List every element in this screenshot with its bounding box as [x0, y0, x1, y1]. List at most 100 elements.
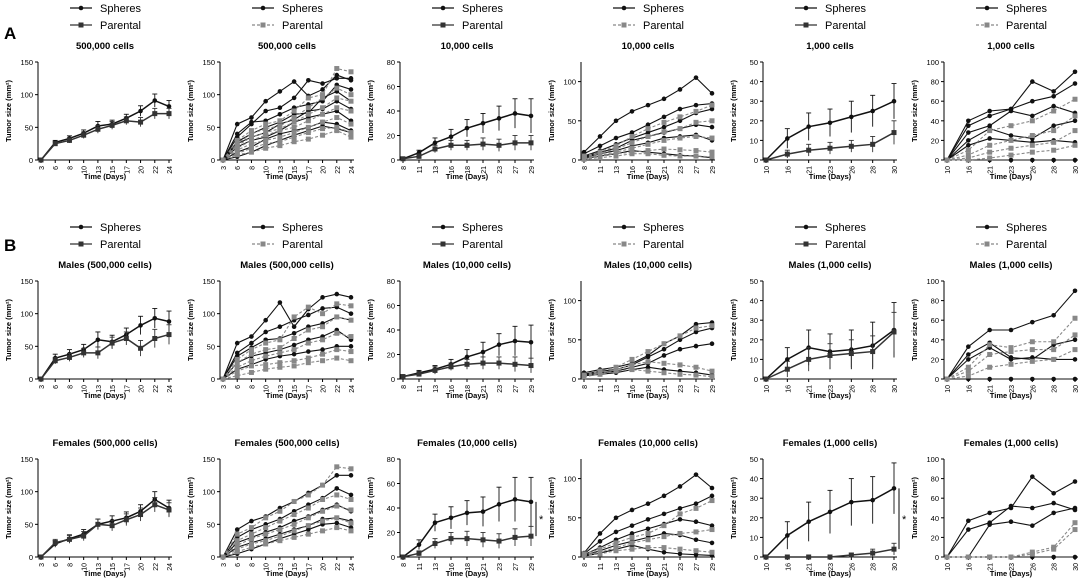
x-axis-label: Time (Days): [627, 569, 670, 578]
series-parental-9: [944, 142, 1078, 163]
data-point: [1051, 313, 1056, 318]
data-point: [1008, 376, 1014, 382]
legend-parental-marker: [260, 22, 266, 28]
data-point: [152, 98, 158, 103]
x-tick-label: 27: [694, 563, 701, 571]
x-tick-label: 16: [785, 563, 792, 571]
x-axis-label: Time (Days): [266, 391, 309, 400]
y-tick-label: 100: [202, 310, 215, 319]
data-point: [677, 371, 683, 377]
x-tick-label: 8: [67, 166, 74, 170]
data-point: [827, 509, 833, 515]
data-point: [661, 493, 667, 499]
data-point: [645, 126, 651, 132]
data-point: [1030, 474, 1035, 479]
series-spheres-4: [220, 344, 354, 382]
x-tick-label: 10: [82, 563, 89, 571]
data-point: [234, 356, 240, 362]
y-tick-label: 50: [207, 123, 215, 132]
legend: Spheres Parental: [252, 222, 323, 251]
data-point: [277, 89, 283, 94]
data-point: [645, 526, 651, 532]
y-tick-label: 150: [20, 455, 33, 464]
data-point: [1051, 147, 1057, 153]
data-point: [629, 534, 635, 540]
data-point: [152, 111, 158, 117]
data-point: [528, 140, 534, 146]
data-point: [277, 324, 283, 330]
data-point: [987, 327, 992, 333]
data-point: [496, 116, 502, 121]
x-tick-label: 16: [630, 385, 637, 393]
series-line: [222, 487, 352, 558]
series-line: [222, 316, 352, 380]
data-point: [1008, 133, 1014, 138]
series-line: [222, 293, 352, 380]
series-parental-8: [220, 347, 354, 382]
x-tick-label: 10: [945, 166, 952, 174]
data-point: [1051, 546, 1057, 552]
data-point: [334, 525, 340, 531]
data-point: [987, 155, 993, 161]
y-axis-label: Tumor size (mm²): [186, 477, 195, 539]
data-point: [891, 130, 897, 136]
data-point: [512, 140, 518, 146]
series-spheres-0: [38, 93, 172, 163]
data-point: [334, 76, 340, 81]
series-spheres-0: [400, 324, 534, 379]
data-point: [597, 155, 603, 161]
data-point: [709, 549, 715, 555]
legend-spheres-label: Spheres: [1006, 222, 1047, 234]
data-point: [234, 143, 240, 149]
legend-parental-marker: [621, 22, 627, 28]
y-tick-label: 0: [572, 156, 576, 165]
data-point: [320, 92, 326, 98]
y-tick-label: 20: [387, 132, 395, 141]
data-point: [709, 91, 715, 96]
data-point: [52, 358, 58, 364]
y-tick-label: 0: [211, 553, 215, 562]
data-point: [677, 484, 683, 489]
data-point: [677, 118, 683, 124]
data-point: [166, 104, 172, 109]
series-line: [222, 116, 352, 161]
data-point: [661, 549, 667, 555]
data-point: [448, 364, 454, 370]
data-point: [277, 111, 283, 117]
data-point: [870, 550, 876, 556]
data-point: [763, 554, 769, 560]
y-tick-label: 20: [387, 351, 395, 360]
data-point: [806, 519, 811, 525]
data-point: [597, 134, 603, 139]
data-point: [348, 317, 354, 323]
x-tick-label: 18: [646, 166, 653, 174]
x-tick-label: 6: [235, 166, 242, 170]
data-point: [305, 531, 311, 537]
x-tick-label: 23: [1009, 563, 1016, 571]
data-point: [987, 554, 993, 560]
chart-a6: Spheres Parental 1,000 cells 0 20 40 60 80 100 10…: [910, 3, 1080, 181]
data-point: [613, 368, 619, 374]
data-point: [1051, 94, 1056, 99]
data-point: [806, 124, 811, 129]
x-tick-label: 8: [67, 385, 74, 389]
data-point: [305, 523, 311, 529]
x-axis-label: Time (Days): [990, 391, 1033, 400]
x-tick-label: 23: [678, 385, 685, 393]
data-point: [277, 123, 283, 129]
series-line: [222, 121, 352, 161]
data-point: [645, 130, 651, 135]
chart-c2: Females (500,000 cells) 0 50 100 150 3 6 8 10 13 1…: [186, 438, 356, 578]
chart-title: Females (1,000 cells): [964, 438, 1059, 449]
data-point: [785, 533, 790, 538]
data-point: [1030, 113, 1035, 119]
data-point: [400, 156, 406, 162]
y-tick-label: 0: [935, 156, 939, 165]
legend-spheres-marker: [984, 5, 990, 11]
y-tick-label: 50: [207, 342, 215, 351]
x-tick-label: 29: [529, 563, 536, 571]
series-line: [222, 77, 351, 161]
data-point: [784, 554, 790, 560]
data-point: [677, 333, 683, 339]
data-point: [123, 118, 129, 124]
